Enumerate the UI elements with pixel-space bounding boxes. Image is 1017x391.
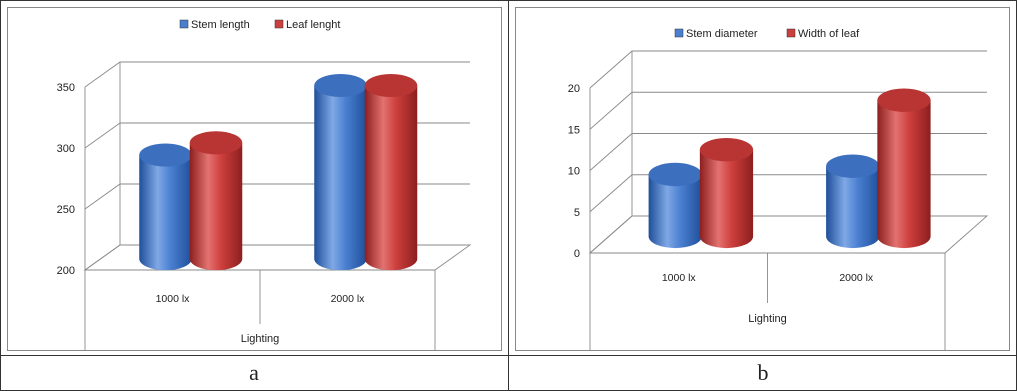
x-category-label: 2000 lx xyxy=(331,293,366,305)
y-tick-label: 300 xyxy=(57,143,75,155)
bar-cap xyxy=(648,162,702,187)
x-category-label: 2000 lx xyxy=(839,272,874,284)
bar-cylinder xyxy=(699,149,754,249)
bar-cylinder xyxy=(189,142,243,271)
bar-cap xyxy=(364,73,418,98)
floor-plane xyxy=(83,244,472,271)
y-tick-label: 350 xyxy=(57,82,75,94)
bar-cap xyxy=(189,131,243,155)
caption-a: a xyxy=(249,360,259,385)
legend-swatch xyxy=(674,28,684,38)
bar-cap xyxy=(877,88,931,112)
x-category-label: 1000 lx xyxy=(156,293,191,305)
gridline xyxy=(589,50,987,89)
x-axis-title: Lighting xyxy=(241,333,280,345)
bar-cylinder xyxy=(364,85,418,271)
bar-cylinder xyxy=(826,166,880,249)
bar-cap xyxy=(314,73,367,98)
floor-plane xyxy=(588,215,989,254)
legend-swatch xyxy=(786,28,796,38)
bar-cylinder xyxy=(648,174,702,249)
y-tick-label: 20 xyxy=(568,83,580,95)
bar-cap xyxy=(826,154,880,178)
bar-cap xyxy=(139,143,192,167)
bar-cylinder xyxy=(314,85,367,271)
legend-swatch xyxy=(179,19,189,29)
x-axis-title: Lighting xyxy=(748,313,787,325)
y-tick-label: 5 xyxy=(574,207,580,219)
bar-cylinder xyxy=(877,100,931,249)
chart-a: 200 250 300 350 1000 lx 2000 lx Lighting Stem l… xyxy=(57,19,472,350)
caption-b: b xyxy=(757,360,769,385)
legend-label: Stem diameter xyxy=(686,28,758,40)
legend-swatch xyxy=(274,19,284,29)
legend-label: Stem length xyxy=(191,19,250,31)
y-tick-label: 15 xyxy=(568,124,580,136)
y-tick-label: 0 xyxy=(574,248,580,260)
y-tick-label: 200 xyxy=(57,265,75,277)
chart-b: 0 5 10 15 20 1000 lx 2000 lx Lighting Stem diame… xyxy=(568,28,989,350)
bar-cap xyxy=(699,138,754,162)
y-tick-label: 250 xyxy=(57,204,75,216)
legend-label: Width of leaf xyxy=(798,28,860,40)
bar-cylinder xyxy=(139,155,192,271)
x-category-label: 1000 lx xyxy=(662,272,697,284)
y-tick-label: 10 xyxy=(568,166,580,178)
legend-label: Leaf lenght xyxy=(286,19,340,31)
